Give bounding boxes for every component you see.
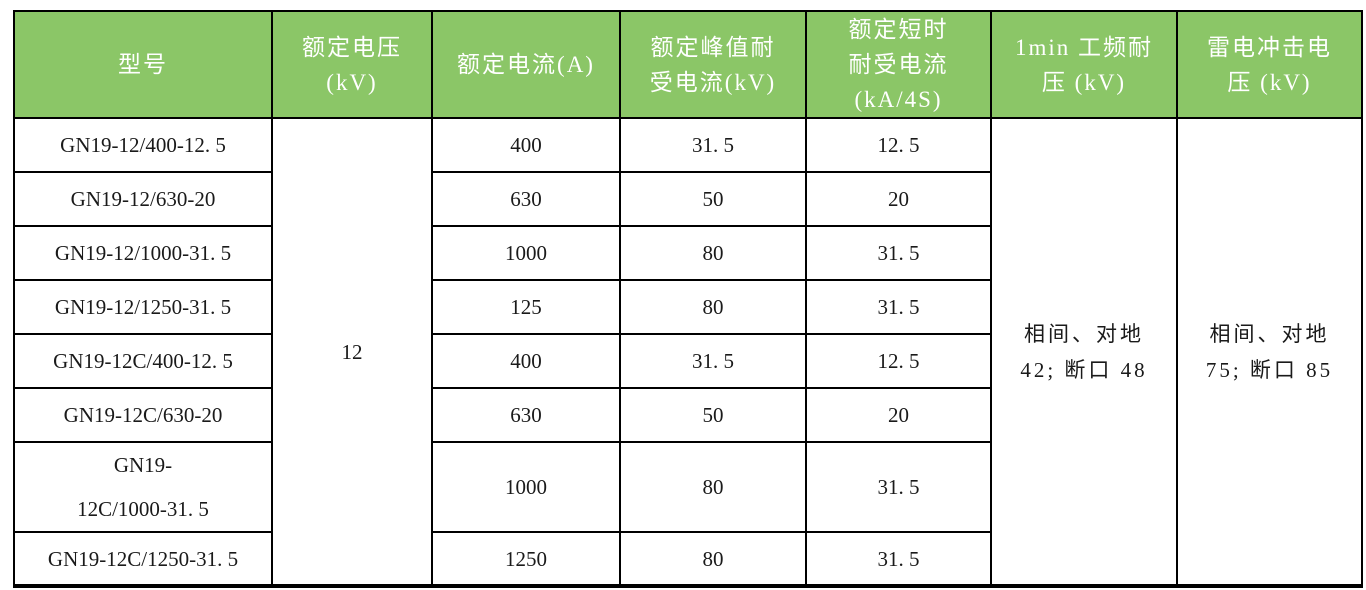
rated-current-cell: 400 (431, 117, 621, 173)
power-freq-withstand-cell: 相间、对地 42; 断口 48 (990, 117, 1178, 587)
peak-current-cell: 50 (619, 171, 807, 227)
rated-current-cell: 1250 (431, 531, 621, 587)
short-time-current-cell: 20 (805, 387, 992, 443)
rated-current-cell: 630 (431, 171, 621, 227)
rated-current-cell: 125 (431, 279, 621, 335)
model-cell: GN19-12/1000-31. 5 (13, 225, 273, 281)
switch-spec-table: 型号 额定电压 (kV) 额定电流(A) 额定峰值耐 受电流(kV) 额定短时 … (13, 10, 1363, 588)
model-cell: GN19-12/400-12. 5 (13, 117, 273, 173)
short-time-current-cell: 31. 5 (805, 225, 992, 281)
short-time-current-cell: 31. 5 (805, 279, 992, 335)
table-row: GN19-12/1250-31. 5 125 80 31. 5 (13, 279, 1362, 335)
rated-current-cell: 630 (431, 387, 621, 443)
table-row: GN19- 12C/1000-31. 5 1000 80 31. 5 (13, 441, 1362, 533)
header-row: 型号 额定电压 (kV) 额定电流(A) 额定峰值耐 受电流(kV) 额定短时 … (13, 10, 1363, 119)
col-header-model: 型号 (13, 10, 273, 119)
col-header-lightning-impulse: 雷电冲击电 压 (kV) (1176, 10, 1363, 119)
short-time-current-cell: 31. 5 (805, 441, 992, 533)
short-time-current-cell: 20 (805, 171, 992, 227)
model-cell: GN19-12C/1250-31. 5 (13, 531, 273, 587)
col-header-rated-current: 额定电流(A) (431, 10, 621, 119)
table-row: GN19-12C/1250-31. 5 1250 80 31. 5 (13, 531, 1362, 587)
table-row: GN19-12C/630-20 630 50 20 (13, 387, 1362, 443)
peak-current-cell: 50 (619, 387, 807, 443)
col-header-peak-withstand-current: 额定峰值耐 受电流(kV) (619, 10, 807, 119)
peak-current-cell: 80 (619, 279, 807, 335)
table-row: GN19-12C/400-12. 5 400 31. 5 12. 5 (13, 333, 1362, 389)
rated-current-cell: 1000 (431, 441, 621, 533)
col-header-short-time-current: 额定短时 耐受电流 (kA/4S) (805, 10, 992, 119)
model-cell: GN19- 12C/1000-31. 5 (13, 441, 273, 533)
peak-current-cell: 80 (619, 531, 807, 587)
model-cell: GN19-12C/630-20 (13, 387, 273, 443)
short-time-current-cell: 12. 5 (805, 117, 992, 173)
table-row: GN19-12/400-12. 5 12 400 31. 5 12. 5 相间、… (13, 117, 1363, 587)
model-cell: GN19-12/630-20 (13, 171, 273, 227)
short-time-current-cell: 31. 5 (805, 531, 992, 587)
col-header-power-freq-withstand: 1min 工频耐 压 (kV) (990, 10, 1178, 119)
table-row: GN19-12/1000-31. 5 1000 80 31. 5 (13, 225, 1362, 281)
peak-current-cell: 31. 5 (619, 117, 807, 173)
lightning-impulse-cell: 相间、对地 75; 断口 85 (1176, 117, 1363, 587)
table-row: GN19-12/630-20 630 50 20 (13, 171, 1362, 227)
col-header-rated-voltage: 额定电压 (kV) (271, 10, 433, 119)
model-cell: GN19-12C/400-12. 5 (13, 333, 273, 389)
peak-current-cell: 31. 5 (619, 333, 807, 389)
model-cell: GN19-12/1250-31. 5 (13, 279, 273, 335)
short-time-current-cell: 12. 5 (805, 333, 992, 389)
rated-voltage-cell: 12 (271, 117, 433, 587)
rated-current-cell: 400 (431, 333, 621, 389)
peak-current-cell: 80 (619, 225, 807, 281)
peak-current-cell: 80 (619, 441, 807, 533)
rated-current-cell: 1000 (431, 225, 621, 281)
